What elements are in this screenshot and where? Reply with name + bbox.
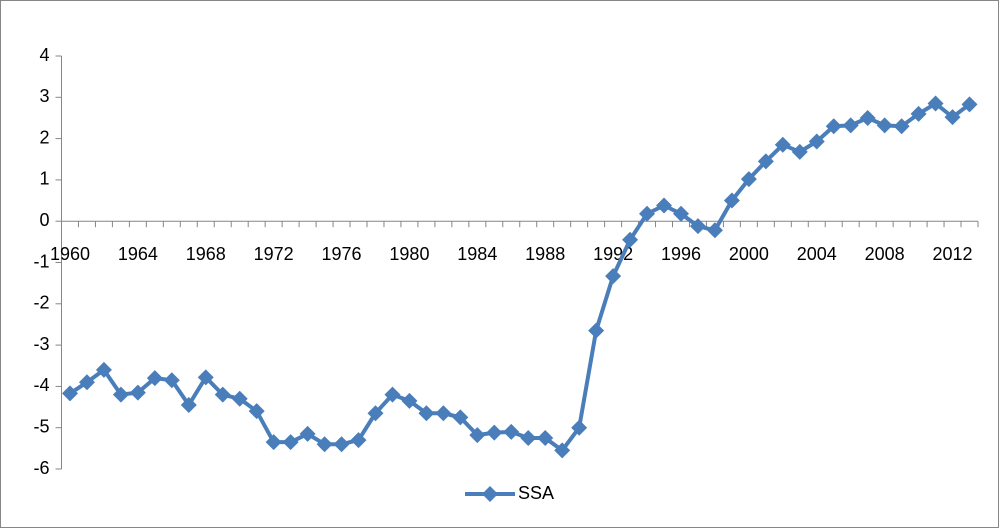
point-marker: [469, 427, 486, 444]
x-tick-label: 1972: [254, 244, 294, 264]
point-marker: [452, 409, 469, 426]
point-marker: [774, 136, 791, 153]
point-marker: [944, 109, 961, 126]
point-marker: [503, 423, 520, 440]
point-marker: [639, 205, 656, 222]
y-tick-label: 1: [39, 169, 49, 189]
point-marker: [672, 205, 689, 222]
point-marker: [757, 153, 774, 170]
point-marker: [588, 322, 605, 339]
point-marker: [825, 118, 842, 135]
point-marker: [333, 436, 350, 453]
y-tick-label: -2: [33, 293, 49, 313]
point-marker: [893, 118, 910, 135]
x-tick-label: 2008: [865, 244, 905, 264]
point-marker: [316, 436, 333, 453]
point-marker: [723, 192, 740, 209]
point-marker: [384, 386, 401, 403]
point-marker: [689, 218, 706, 235]
x-tick-label: 1976: [322, 244, 362, 264]
x-tick-label: 1968: [186, 244, 226, 264]
y-tick-label: -5: [33, 416, 49, 436]
point-marker: [112, 386, 129, 403]
y-tick-label: -3: [33, 334, 49, 354]
x-tick-label: 1984: [457, 244, 497, 264]
y-tick-label: -1: [33, 251, 49, 271]
point-marker: [571, 419, 588, 436]
point-marker: [248, 403, 265, 420]
point-marker: [401, 392, 418, 409]
point-marker: [808, 133, 825, 150]
point-marker: [656, 197, 673, 214]
y-tick-label: 4: [39, 45, 49, 65]
point-marker: [554, 442, 571, 459]
point-marker: [350, 432, 367, 449]
point-marker: [299, 425, 316, 442]
point-marker: [367, 405, 384, 422]
point-marker: [859, 109, 876, 126]
point-marker: [265, 434, 282, 451]
x-tick-label: 1964: [118, 244, 158, 264]
point-marker: [740, 171, 757, 188]
point-marker: [214, 386, 231, 403]
point-marker: [876, 117, 893, 134]
point-marker: [129, 384, 146, 401]
point-marker: [61, 385, 78, 402]
point-marker: [197, 369, 214, 386]
y-tick-label: -4: [33, 375, 49, 395]
point-marker: [486, 424, 503, 441]
y-tick-label: 0: [39, 210, 49, 230]
x-tick-label: 1960: [50, 244, 90, 264]
x-tick-label: 1980: [389, 244, 429, 264]
point-marker: [435, 405, 452, 422]
point-marker: [282, 434, 299, 451]
legend-marker: [482, 486, 498, 502]
point-marker: [927, 95, 944, 112]
y-tick-label: 2: [39, 127, 49, 147]
point-marker: [605, 268, 622, 285]
point-marker: [520, 430, 537, 447]
x-tick-label: 2004: [797, 244, 837, 264]
point-marker: [842, 117, 859, 134]
x-tick-label: 2000: [729, 244, 769, 264]
y-tick-label: 3: [39, 86, 49, 106]
x-tick-label: 1996: [661, 244, 701, 264]
point-marker: [180, 396, 197, 413]
point-marker: [78, 374, 95, 391]
legend-label: SSA: [518, 483, 554, 503]
point-marker: [231, 390, 248, 407]
point-marker: [146, 370, 163, 387]
point-marker: [910, 105, 927, 122]
point-marker: [706, 222, 723, 239]
point-marker: [163, 372, 180, 389]
point-marker: [418, 405, 435, 422]
point-marker: [961, 96, 978, 113]
point-marker: [95, 361, 112, 378]
point-marker: [791, 143, 808, 160]
x-tick-label: 2012: [933, 244, 973, 264]
y-tick-label: -6: [33, 458, 49, 478]
point-marker: [537, 430, 554, 447]
point-marker: [622, 231, 639, 248]
x-tick-label: 1988: [525, 244, 565, 264]
